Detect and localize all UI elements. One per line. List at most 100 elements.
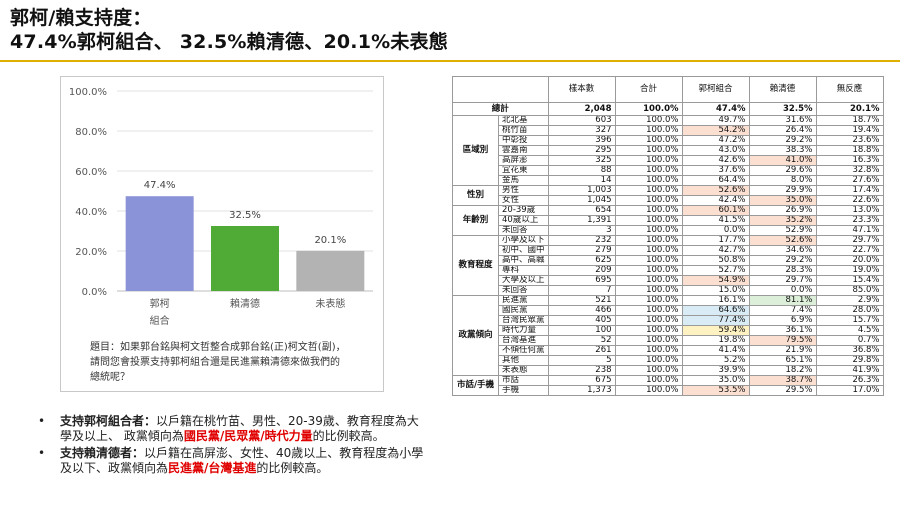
row-label: 國民黨 [498,305,549,316]
table-row: 中彰投 396 100.0% 47.2% 29.2% 23.6% [453,135,884,146]
bar-chart: 0.0% 20.0% 40.0% 60.0% 80.0% 100.0% 47.4% 郭柯 組合 3… [60,76,384,392]
y-tick-label: 0.0% [82,287,107,298]
table-cell: 466 [547,305,616,316]
table-cell: 65.1% [748,355,817,366]
table-row: 初中、國中 279 100.0% 42.7% 34.6% 22.7% [453,245,884,256]
table-cell-highlight: 35.0% [748,195,817,206]
table-cell: 26.3% [815,375,884,386]
table-cell: 16.3% [815,155,884,166]
table-cell: 100.0% [614,325,683,336]
table-cell: 29.7% [748,275,817,286]
table-cell: 5 [547,355,616,366]
slide-title: 郭柯/賴支持度： 47.4%郭柯組合、 32.5%賴清德、20.1%未表態 [10,6,890,54]
table-cell-highlight: 38.7% [748,375,817,386]
row-label: 宜花東 [498,165,549,176]
table-cell: 47.1% [815,225,884,236]
table-cell-highlight: 64.6% [681,305,750,316]
table-cell: 1,045 [547,195,616,206]
row-label: 台灣基進 [498,335,549,346]
table-cell: 100.0% [614,215,683,226]
table-cell: 675 [547,375,616,386]
header-guo-ko: 郭柯組合 [681,76,750,103]
table-cell: 405 [547,315,616,326]
table-cell: 100.0% [614,102,683,116]
finding-item: • 支持郭柯組合者：以戶籍在桃竹苗、男性、20-39歲、教育程度為大學及以上、 政… [38,414,428,444]
table-cell: 100.0% [614,375,683,386]
table-cell: 35.0% [681,375,750,386]
table-cell-highlight: 54.9% [681,275,750,286]
table-cell: 100.0% [614,275,683,286]
table-cell: 19.0% [815,265,884,276]
table-cell: 50.8% [681,255,750,266]
header-total: 合計 [614,76,683,103]
bar [125,196,194,291]
table-cell: 100.0% [614,165,683,176]
table-cell-highlight: 54.2% [681,125,750,136]
table-row: 市話/手機 市話 675 100.0% 35.0% 38.7% 26.3% [452,375,884,396]
table-cell-highlight: 52.6% [681,185,750,196]
table-cell: 100.0% [614,285,683,296]
table-cell: 100.0% [614,365,683,376]
y-tick-label: 20.0% [75,247,107,258]
table-cell: 29.9% [748,185,817,196]
header-no-response: 無反應 [815,76,884,103]
table-cell: 42.7% [681,245,750,256]
table-cell: 521 [547,295,616,306]
finding-lead: 支持賴清德者： [60,446,145,460]
y-tick-label: 80.0% [75,127,107,138]
row-label: 男性 [498,185,549,196]
table-cell: 1,003 [547,185,616,196]
survey-question: 題目：如果郭台銘與柯文哲整合成郭台銘(正)柯文哲(副)， 請問您會投票支持郭柯組… [90,340,380,385]
table-cell: 100.0% [614,255,683,266]
bullet-dot: • [38,446,46,460]
header-cell-blank [452,76,549,103]
table-cell: 20.1% [815,102,884,116]
table-row: 其他 5 100.0% 5.2% 65.1% 29.8% [453,355,884,366]
table-row: 大學及以上 695 100.0% 54.9% 29.7% 15.4% [453,275,884,286]
table-cell: 15.0% [681,285,750,296]
table-cell: 100 [547,325,616,336]
table-cell: 100.0% [614,265,683,276]
table-row: 教育程度 小學及以下 232 100.0% 17.7% 52.6% 29.7% [452,235,884,296]
table-cell: 19.8% [681,335,750,346]
finding-item: • 支持賴清德者：以戶籍在高屏澎、女性、40歲以上、教育程度為小學及以下、政黨傾向… [38,446,428,476]
row-label: 台灣民眾黨 [498,315,549,326]
table-cell-highlight: 79.5% [748,335,817,346]
table-cell: 27.6% [815,175,884,186]
table-cell: 654 [547,205,616,216]
table-cell: 47.4% [681,102,750,116]
table-cell: 38.3% [748,145,817,156]
table-cell: 100.0% [614,115,683,126]
group-label: 區域別 [452,115,499,186]
bar [211,226,279,291]
row-label: 大學及以上 [498,275,549,286]
row-label: 桃竹苗 [498,125,549,136]
table-row: 桃竹苗 327 100.0% 54.2% 26.4% 19.4% [453,125,884,136]
table-row: 高屏澎 325 100.0% 42.6% 41.0% 16.3% [453,155,884,166]
row-label: 金馬 [498,175,549,186]
data-label: 47.4% [144,180,176,191]
table-cell: 29.6% [748,165,817,176]
x-tick-label: 未表態 [315,297,345,310]
table-row: 40歲以上 1,391 100.0% 41.5% 35.2% 23.3% [453,215,884,226]
table-cell: 41.9% [815,365,884,376]
finding-text: 以戶籍在桃竹苗、男性、20-39歲、教育程度為大學及以上、 政黨傾向為 [60,414,419,443]
table-cell: 1,373 [547,385,616,396]
table-cell: 15.4% [815,275,884,286]
table-cell: 52.9% [748,225,817,236]
table-cell: 100.0% [614,335,683,346]
table-cell: 43.0% [681,145,750,156]
crosstab-table: 樣本數 合計 郭柯組合 賴清德 無反應 總計 2,048 100.0% 47.4% 32… [452,76,884,396]
title-line-2: 47.4%郭柯組合、 32.5%賴清德、20.1%未表態 [10,31,448,53]
group-label: 政黨傾向 [452,295,499,376]
table-row-total: 總計 2,048 100.0% 47.4% 32.5% 20.1% [452,102,884,116]
y-tick-label: 100.0% [69,87,107,98]
table-cell: 100.0% [614,135,683,146]
table-cell: 625 [547,255,616,266]
row-label: 初中、國中 [498,245,549,256]
table-cell: 14 [547,175,616,186]
header-sample-size: 樣本數 [547,76,616,103]
table-cell: 261 [547,345,616,356]
table-cell: 31.6% [748,115,817,126]
table-row: 國民黨 466 100.0% 64.6% 7.4% 28.0% [453,305,884,316]
